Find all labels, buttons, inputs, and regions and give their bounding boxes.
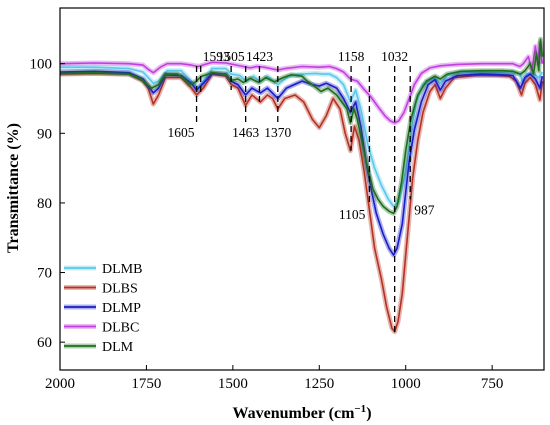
x-tick-label-1500: 1500 <box>218 376 248 392</box>
axis-layer: 2000 1750 1500 1250 1000 750 60 70 80 90 100 <box>30 57 504 392</box>
peak-label-1105: 1105 <box>339 207 366 222</box>
y-tick-label-70: 70 <box>37 266 52 282</box>
y-tick-label-80: 80 <box>37 196 52 212</box>
series-line-dlbs <box>59 72 544 333</box>
peak-label-1463: 1463 <box>232 125 259 140</box>
peak-label-1423: 1423 <box>246 49 273 64</box>
peak-label-1605: 1605 <box>168 125 195 140</box>
x-tick-label-1000: 1000 <box>391 376 421 392</box>
y-tick-label-60: 60 <box>37 335 52 351</box>
legend-label-dlm: DLM <box>102 340 134 355</box>
series-line-dlbc <box>59 42 544 124</box>
series-layer <box>59 36 545 335</box>
plot-frame <box>59 7 545 371</box>
y-tick-label-100: 100 <box>30 57 53 73</box>
x-axis-title-tail: ) <box>366 405 371 422</box>
x-tick-label-750: 750 <box>481 376 504 392</box>
y-tick-label-90: 90 <box>37 126 52 142</box>
legend: DLMB DLBS DLMP DLBC DLM <box>64 262 142 355</box>
series-halo-dlmb <box>60 64 545 209</box>
series-line-dlmb <box>60 66 543 208</box>
x-tick-label-2000: 2000 <box>45 376 75 392</box>
x-axis-title: Wavenumber (cm−1) <box>232 403 371 422</box>
x-tick-label-1250: 1250 <box>304 376 334 392</box>
x-axis-title-sup: −1 <box>354 403 366 415</box>
legend-label-dlmp: DLMP <box>102 301 141 316</box>
x-axis-title-main: Wavenumber (cm <box>232 405 355 422</box>
series-line-dlmp <box>59 70 544 256</box>
peak-label-987: 987 <box>414 202 435 217</box>
x-tick-label-1750: 1750 <box>131 376 161 392</box>
peak-label-1032: 1032 <box>381 49 408 64</box>
peak-label-1158: 1158 <box>338 49 365 64</box>
peak-label-1593: 1593 <box>203 49 230 64</box>
peak-label-1370: 1370 <box>264 125 291 140</box>
y-axis-title: Transmittance (%) <box>5 123 22 253</box>
peak-label-1505: 1505 <box>218 49 245 64</box>
legend-label-dlbc: DLBC <box>102 321 139 336</box>
legend-label-dlbs: DLBS <box>102 282 138 297</box>
legend-label-dlmb: DLMB <box>102 262 142 277</box>
marker-layer: 1593 1605 1505 1463 1423 1370 1158 1105 1032 987 <box>168 49 435 336</box>
